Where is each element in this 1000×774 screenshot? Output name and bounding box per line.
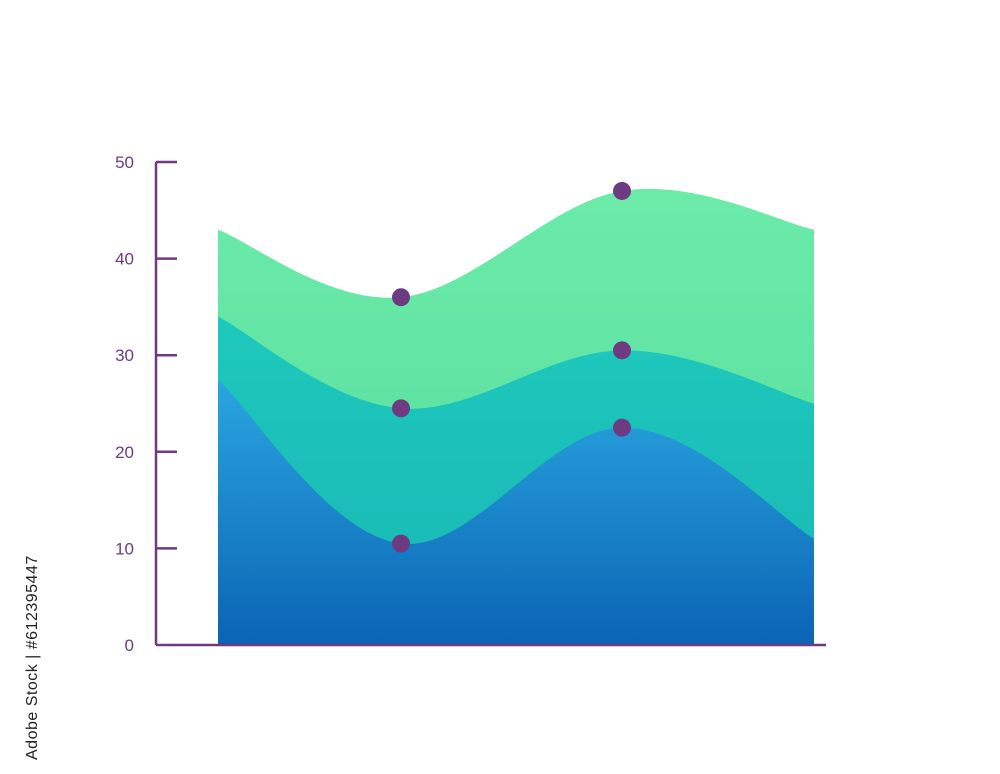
y-tick-label: 10 xyxy=(115,539,134,558)
data-point-marker xyxy=(613,181,631,200)
data-point-marker xyxy=(392,534,410,553)
y-tick-label: 0 xyxy=(125,636,134,655)
chart-axes xyxy=(154,162,826,647)
data-markers xyxy=(392,181,631,553)
data-point-marker xyxy=(613,418,631,437)
y-tick-label: 20 xyxy=(115,443,134,462)
y-axis-ticks: 0 10 20 30 40 50 xyxy=(115,153,177,655)
area-layers xyxy=(218,188,814,646)
data-point-marker xyxy=(392,288,410,307)
y-tick-label: 40 xyxy=(115,250,134,269)
data-point-marker xyxy=(392,399,410,418)
y-tick-label: 30 xyxy=(115,346,134,365)
y-tick-label: 50 xyxy=(115,153,134,172)
stock-image-id: Adobe Stock | #612395447 xyxy=(24,555,41,760)
data-point-marker xyxy=(613,341,631,360)
area-series-1 xyxy=(218,379,814,645)
